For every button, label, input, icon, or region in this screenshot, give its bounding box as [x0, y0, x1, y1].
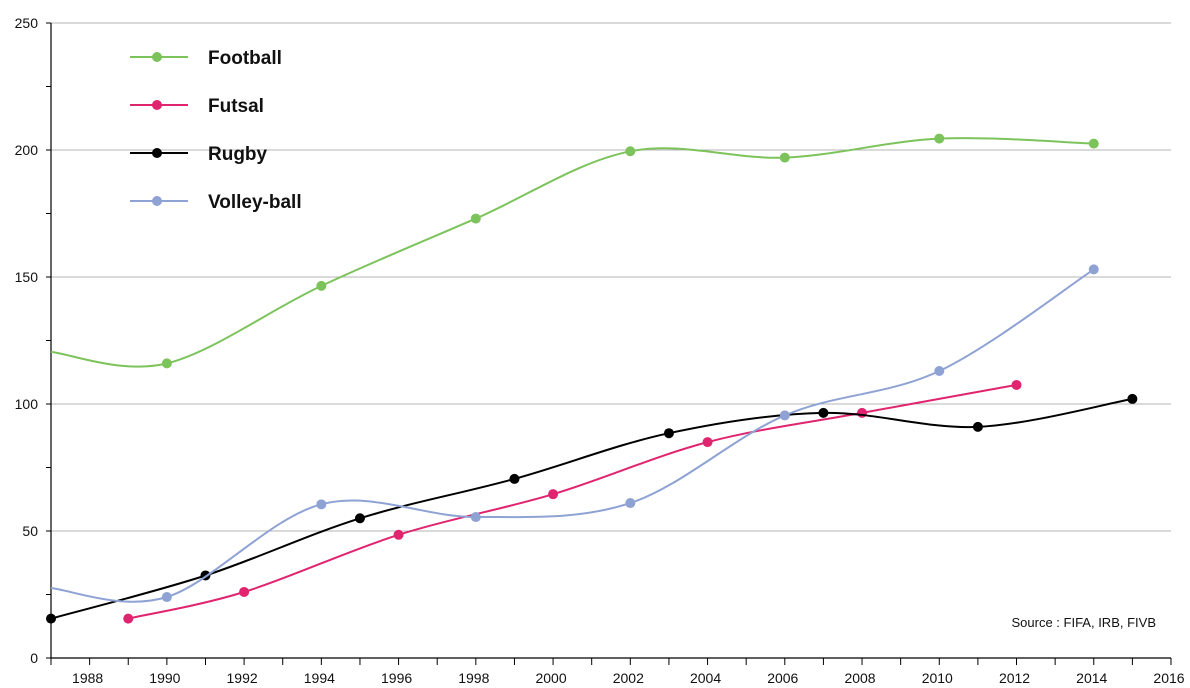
data-point-volley-ball — [934, 365, 945, 376]
x-tick-label: 1988 — [72, 670, 103, 686]
data-point-volley-ball — [779, 410, 790, 421]
x-tick-label: 2012 — [999, 670, 1030, 686]
data-point-futsal — [239, 586, 250, 597]
series-line-volley-ball — [50, 268, 1095, 603]
x-tick-label: 2010 — [922, 670, 953, 686]
y-tick-label: 50 — [22, 523, 38, 539]
legend-label-futsal: Futsal — [208, 96, 264, 117]
chart-legend: Football Futsal Rugby Volley-ball — [130, 48, 302, 213]
legend-item-volley-ball: Volley-ball — [130, 192, 302, 213]
x-tick-label: 1994 — [304, 670, 335, 686]
x-tick-label: 2000 — [535, 670, 566, 686]
data-point-futsal — [1011, 379, 1022, 390]
series-volley-ball — [50, 264, 1099, 603]
x-tick-label: 1990 — [149, 670, 180, 686]
x-tick-label: 1996 — [381, 670, 412, 686]
data-point-volley-ball — [625, 498, 636, 509]
data-point-rugby — [663, 428, 674, 439]
data-point-rugby — [46, 613, 56, 624]
data-point-volley-ball — [1088, 264, 1099, 275]
x-tick-label: 2014 — [1076, 670, 1107, 686]
grid-lines — [51, 22, 1171, 532]
y-tick-label: 250 — [15, 15, 39, 31]
y-tick-label: 150 — [15, 269, 39, 285]
legend-label-volley-ball: Volley-ball — [208, 192, 302, 213]
x-tick-label: 2002 — [613, 670, 644, 686]
legend-marker-volley-ball — [152, 196, 162, 206]
series-futsal — [123, 379, 1022, 624]
legend-item-football: Football — [130, 48, 282, 69]
y-tick-label: 0 — [30, 650, 38, 666]
legend-item-rugby: Rugby — [130, 144, 268, 165]
legend-marker-rugby — [152, 148, 162, 158]
data-point-futsal — [702, 437, 713, 448]
data-point-futsal — [548, 489, 559, 500]
x-tick-label: 1992 — [227, 670, 258, 686]
data-point-rugby — [354, 513, 365, 524]
series-line-football — [50, 137, 1094, 368]
data-point-futsal — [123, 613, 134, 624]
data-point-volley-ball — [316, 499, 327, 510]
legend-item-futsal: Futsal — [130, 96, 264, 117]
data-point-football — [625, 146, 636, 157]
data-point-football — [779, 152, 790, 163]
series-line-rugby — [50, 397, 1133, 620]
x-tick-label: 1998 — [458, 670, 489, 686]
data-point-football — [316, 280, 327, 291]
x-tick-label: 2004 — [690, 670, 721, 686]
chart-axes: 0 50 100 150 200 250 1988 1990 1992 1994 1996 1998 2… — [15, 15, 1185, 686]
series-football — [50, 133, 1099, 369]
x-tick-label: 2016 — [1153, 670, 1184, 686]
data-point-football — [470, 213, 481, 224]
source-note: Source : FIFA, IRB, FIVB — [1012, 615, 1157, 630]
x-tick-label: 2006 — [767, 670, 798, 686]
data-point-football — [934, 133, 945, 144]
legend-label-rugby: Rugby — [208, 144, 268, 165]
data-point-rugby — [1127, 393, 1138, 404]
series-rugby — [46, 393, 1138, 624]
data-point-rugby — [509, 473, 520, 484]
data-point-volley-ball — [161, 592, 172, 603]
data-point-volley-ball — [470, 512, 481, 523]
legend-marker-futsal — [152, 100, 162, 110]
series-line-futsal — [127, 383, 1017, 620]
data-point-rugby — [972, 421, 983, 432]
data-point-rugby — [818, 407, 829, 418]
data-point-football — [161, 358, 172, 369]
legend-label-football: Football — [208, 48, 282, 69]
data-point-futsal — [393, 529, 404, 540]
data-point-futsal — [857, 407, 868, 418]
x-tick-label: 2008 — [844, 670, 875, 686]
y-tick-label: 200 — [15, 142, 39, 158]
data-point-football — [1088, 138, 1099, 149]
legend-marker-football — [152, 52, 162, 62]
series-lines — [46, 133, 1138, 624]
y-tick-label: 100 — [15, 396, 39, 412]
